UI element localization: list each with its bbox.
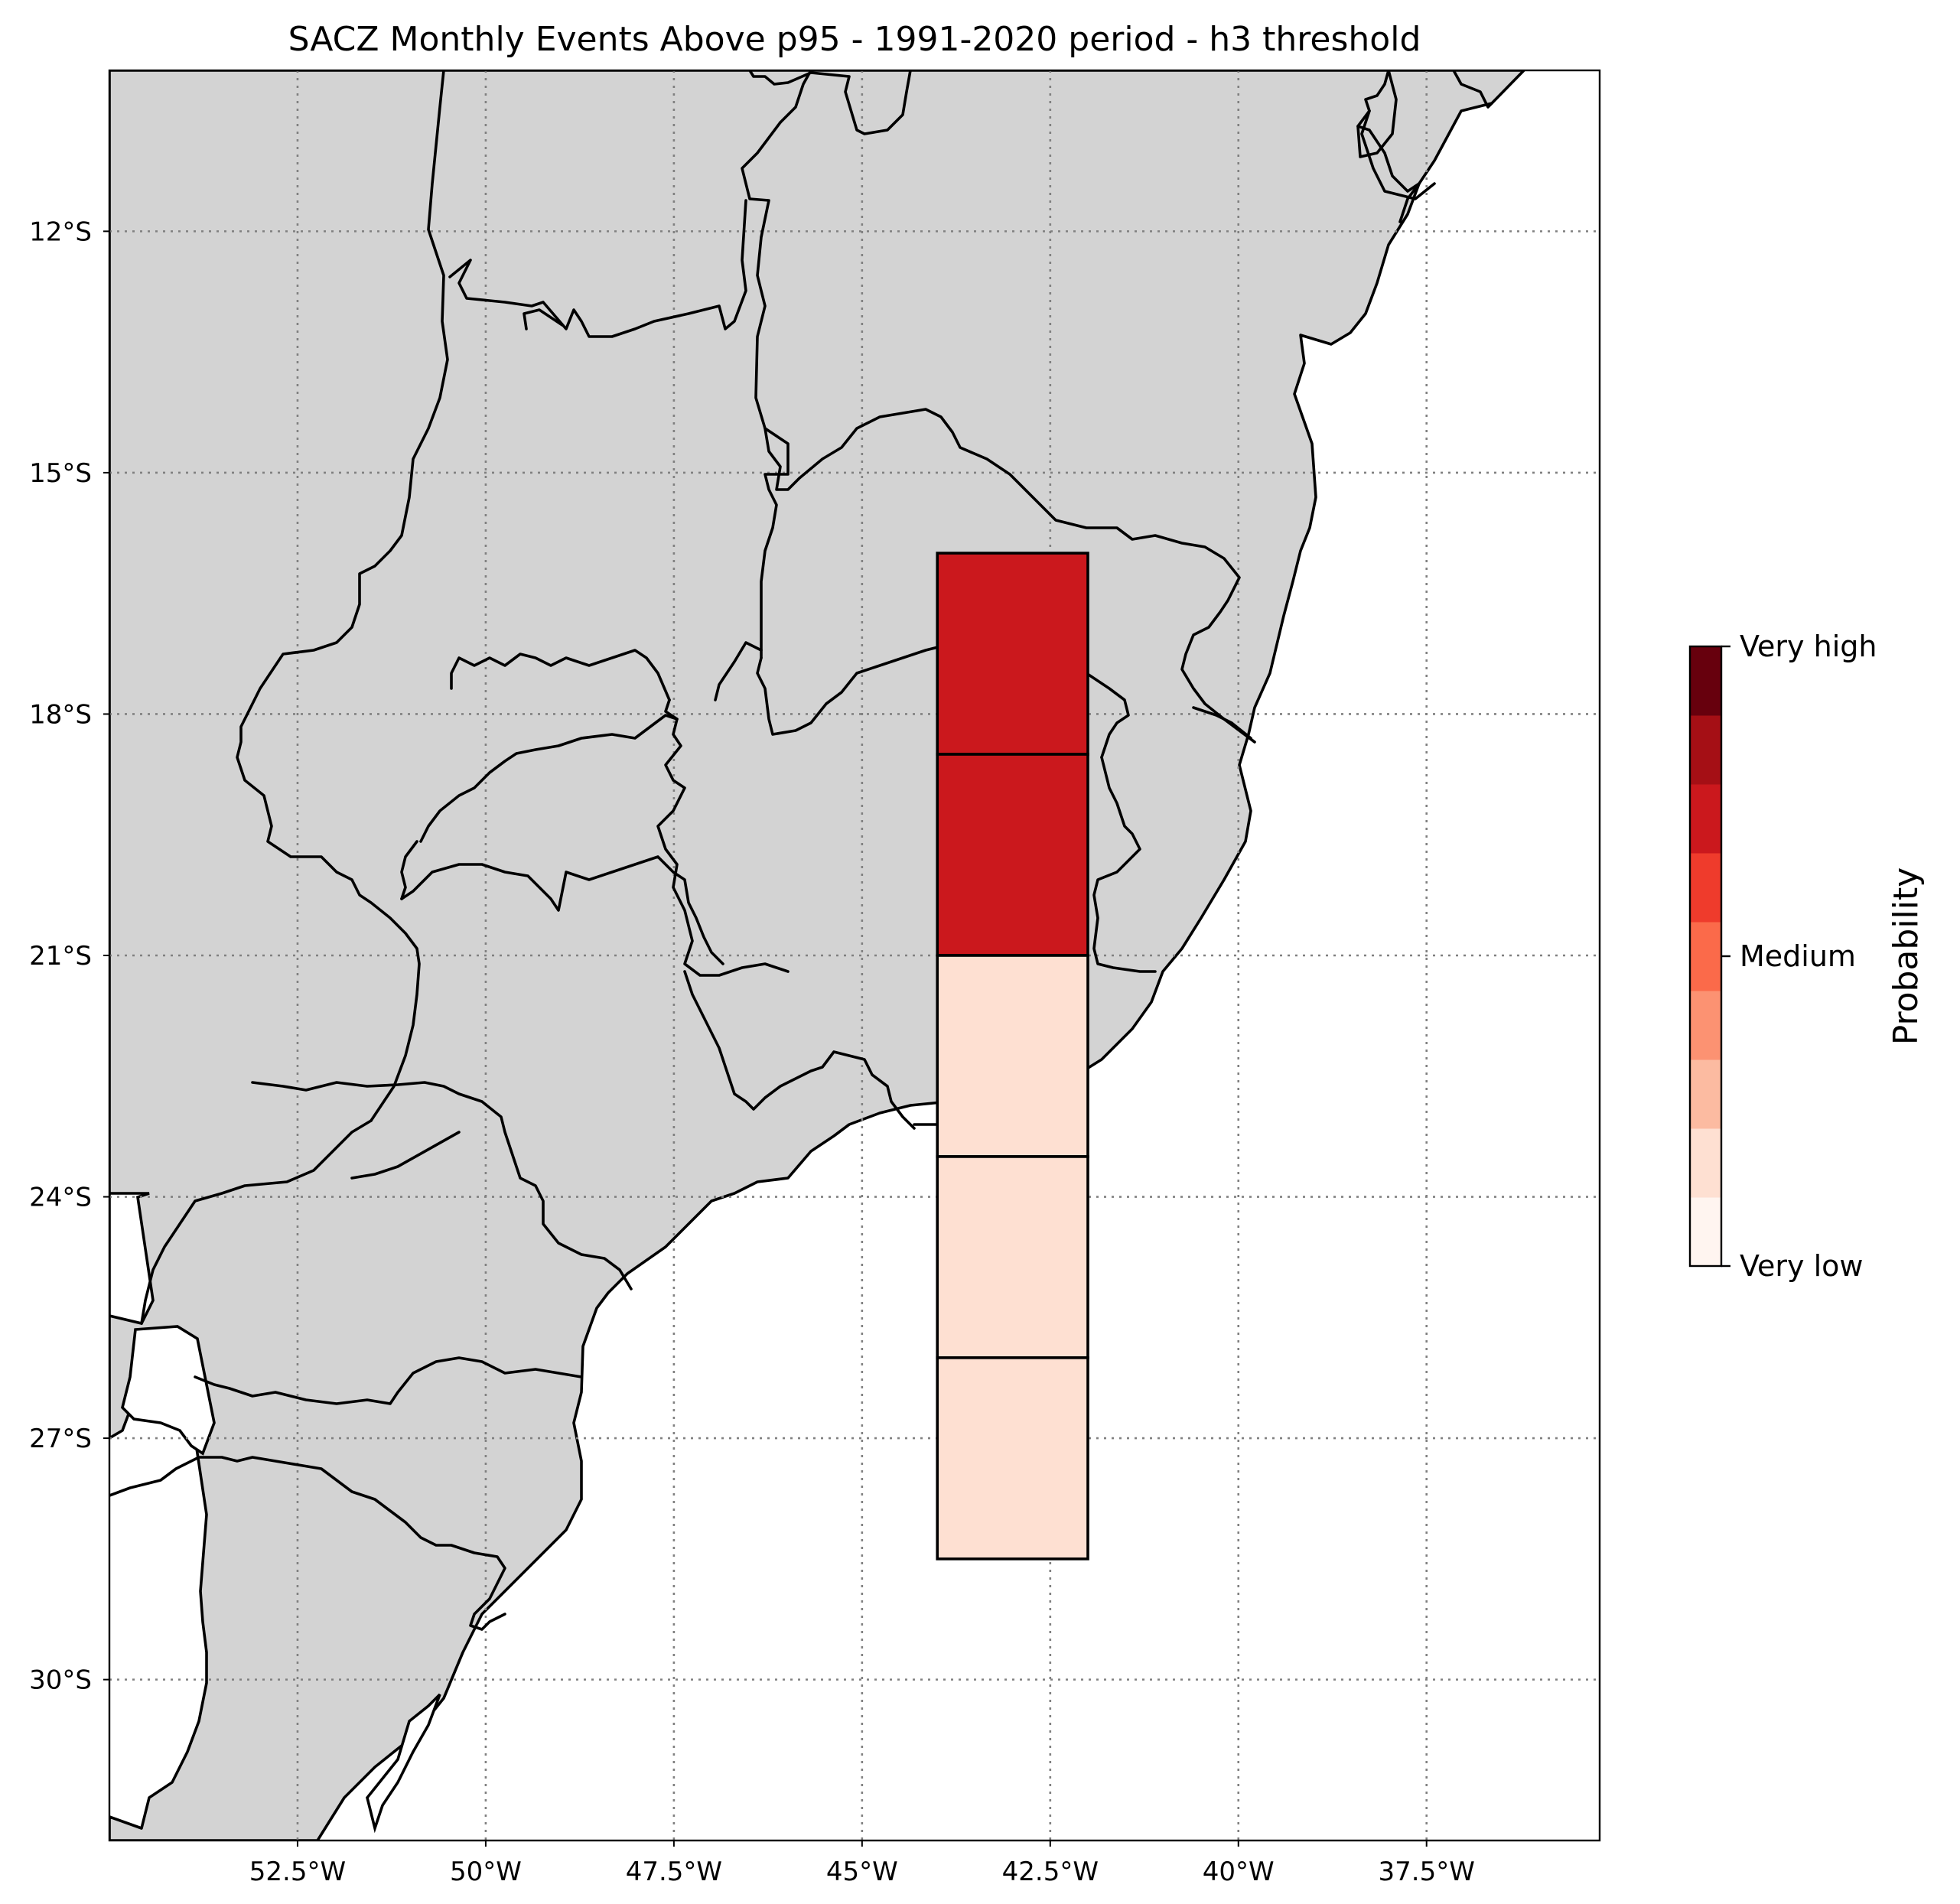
state-border <box>419 714 679 843</box>
lat-tick-label: 27°S <box>29 1424 92 1454</box>
colorbar-tick-label: Medium <box>1740 939 1856 973</box>
colorbar-segment <box>1690 922 1721 991</box>
water-body <box>121 1325 216 1456</box>
state-border <box>236 70 449 1122</box>
probability-cell <box>936 753 1089 957</box>
state-border <box>714 641 763 701</box>
state-border <box>350 1131 461 1180</box>
land-mass <box>109 70 1525 1841</box>
lat-tick-label: 18°S <box>29 699 92 730</box>
state-border <box>763 408 1256 744</box>
state-border <box>1360 109 1436 200</box>
longitude-ticks: 52.5°W 50°W 47.5°W 45°W 42.5°W 40°W 37.5°W <box>249 1841 1475 1887</box>
lat-tick-label: 30°S <box>29 1665 92 1696</box>
probability-cell <box>936 954 1089 1158</box>
state-border <box>683 970 916 1130</box>
state-border <box>1398 182 1421 223</box>
colorbar-ticks: Very low Medium Very high <box>1721 630 1877 1283</box>
colorbar-segment <box>1690 784 1721 854</box>
state-border <box>1092 756 1157 973</box>
state-border <box>109 1456 506 1631</box>
colorbar-label: Probability <box>1887 867 1926 1046</box>
lagoon <box>366 1693 441 1834</box>
lat-tick-label: 15°S <box>29 458 92 489</box>
lon-tick-label: 47.5°W <box>626 1857 722 1887</box>
lon-tick-label: 37.5°W <box>1379 1857 1475 1887</box>
state-border <box>448 199 747 338</box>
colorbar-segment <box>1690 1128 1721 1198</box>
map-area <box>109 70 1600 1841</box>
state-border <box>140 1119 373 1325</box>
colorbar-segment <box>1690 1059 1721 1129</box>
state-border <box>400 855 724 965</box>
state-border <box>1192 706 1252 740</box>
colorbar-segment <box>1690 991 1721 1060</box>
state-border <box>756 641 1130 759</box>
probability-cell <box>936 1356 1089 1561</box>
lat-tick-label: 21°S <box>29 941 92 972</box>
colorbar-segment <box>1690 1197 1721 1267</box>
state-border <box>779 70 812 124</box>
lon-tick-label: 45°W <box>826 1857 898 1887</box>
colorbar-segment <box>1690 853 1721 923</box>
state-border <box>656 698 790 977</box>
colorbar: Very low Medium Very high Probability <box>1688 630 1926 1283</box>
state-border <box>748 70 912 135</box>
probability-cells <box>936 552 1089 1561</box>
probability-cell <box>936 552 1089 756</box>
latitude-ticks: 12°S 15°S 18°S 21°S 24°S 27°S 30°S <box>29 216 109 1696</box>
state-border <box>1452 70 1493 109</box>
state-border <box>741 121 790 659</box>
lon-tick-label: 50°W <box>450 1857 522 1887</box>
lat-tick-label: 24°S <box>29 1183 92 1213</box>
colorbar-tick-label: Very low <box>1740 1249 1864 1283</box>
lon-tick-label: 40°W <box>1203 1857 1275 1887</box>
colorbar-segment <box>1690 715 1721 785</box>
colorbar-tick-label: Very high <box>1740 630 1877 663</box>
colorbar-segments <box>1690 646 1721 1267</box>
state-border <box>400 840 418 900</box>
state-border <box>194 1356 583 1405</box>
probability-cell <box>936 1155 1089 1359</box>
colorbar-segment <box>1690 646 1721 716</box>
state-border <box>1356 125 1421 193</box>
lon-tick-label: 52.5°W <box>249 1857 346 1887</box>
lon-tick-label: 42.5°W <box>1002 1857 1099 1887</box>
chart-title: SACZ Monthly Events Above p95 - 1991-202… <box>288 20 1421 59</box>
state-border <box>251 1081 633 1290</box>
state-border <box>450 649 671 701</box>
lat-tick-label: 12°S <box>29 216 92 247</box>
state-border <box>523 308 564 330</box>
